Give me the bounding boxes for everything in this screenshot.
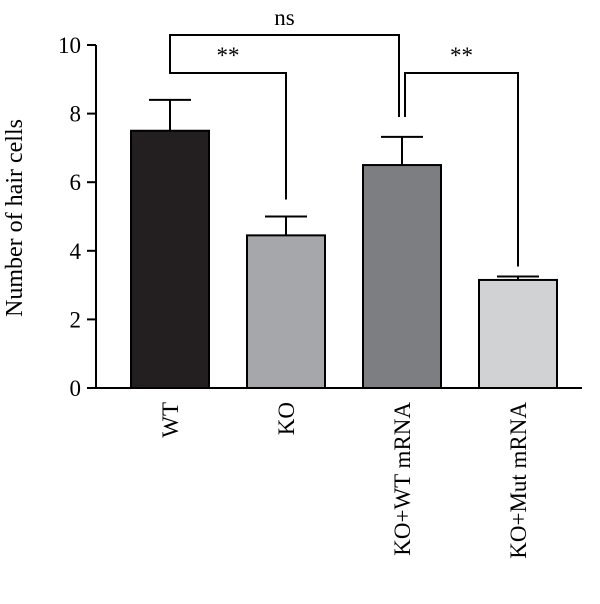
y-tick-label: 4 [70,239,82,264]
y-tick-label: 0 [70,376,82,401]
category-label: KO [274,402,299,435]
y-axis-label: Number of hair cells [2,119,28,317]
bar [130,129,210,389]
y-tick-label: 10 [58,33,81,58]
bar [478,278,558,389]
significance-brackets: ** ns ** [169,5,519,267]
y-tick-label: 8 [70,102,82,127]
axes [95,45,582,389]
category-label: WT [158,402,183,438]
significance-label: ** [450,43,473,68]
significance-bracket [169,34,400,117]
significance-label: ns [274,5,295,30]
x-axis-labels: WT KO KO+WT mRNA KO+Mut mRNA [158,402,531,559]
significance-bracket [404,72,519,267]
bars [130,129,558,389]
y-axis-ticks: 0 2 4 6 8 10 [58,33,96,401]
y-tick-label: 6 [70,170,82,195]
significance-label: ** [217,43,240,68]
bar [246,234,326,389]
bar [362,164,442,389]
error-bars [149,98,539,280]
y-tick-label: 2 [70,307,82,332]
category-label: KO+WT mRNA [390,402,415,556]
category-label: KO+Mut mRNA [506,402,531,559]
